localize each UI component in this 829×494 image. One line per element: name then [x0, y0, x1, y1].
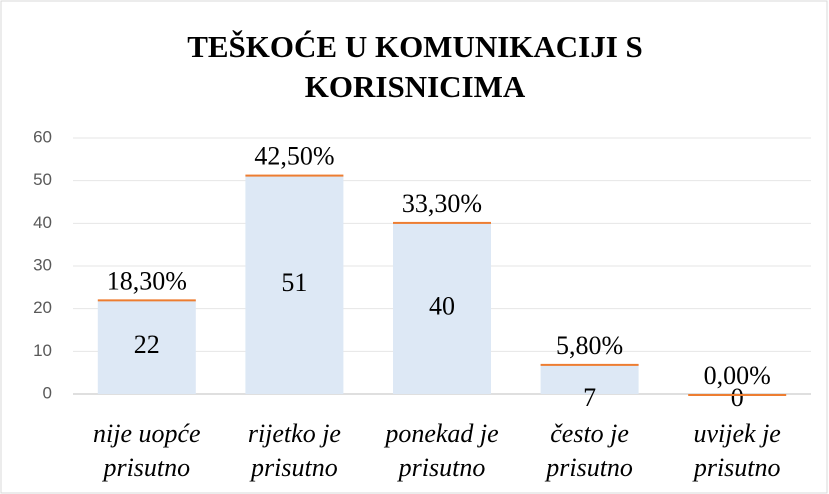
y-tick-label: 10 [33, 341, 52, 360]
x-tick-label: uvijek je [694, 419, 781, 448]
bar [540, 364, 639, 394]
bar [245, 176, 344, 394]
bar [688, 394, 787, 396]
x-tick-label: rijetko je [248, 419, 341, 448]
data-label: 22 [134, 330, 160, 359]
chart-title: TEŠKOĆE U KOMUNIKACIJI S [187, 29, 643, 64]
x-tick-label: prisutno [101, 453, 190, 482]
x-tick-label: često je [550, 419, 629, 448]
bar [393, 221, 491, 224]
chart-title: KORISNICIMA [305, 69, 526, 104]
bar [393, 223, 491, 394]
bar [97, 300, 196, 394]
data-label: 7 [583, 383, 596, 412]
bar [245, 174, 344, 177]
x-tick-label: prisutno [692, 453, 781, 482]
bar [97, 299, 196, 302]
y-tick-label: 20 [33, 298, 52, 317]
data-label: 0,00% [704, 361, 771, 390]
x-tick-label: prisutno [544, 453, 633, 482]
bar [540, 363, 639, 366]
y-tick-label: 30 [33, 255, 52, 274]
y-tick-label: 0 [43, 383, 52, 402]
data-label: 18,30% [107, 266, 187, 295]
y-tick-label: 40 [33, 213, 52, 232]
data-label: 33,30% [402, 189, 482, 218]
data-label: 40 [429, 292, 455, 321]
data-label: 51 [281, 268, 307, 297]
data-label: 42,50% [254, 142, 334, 171]
x-tick-label: nije uopće [93, 419, 201, 448]
y-tick-label: 50 [33, 170, 52, 189]
x-tick-label: prisutno [397, 453, 486, 482]
x-tick-label: prisutno [249, 453, 338, 482]
data-label: 0 [731, 383, 744, 412]
y-tick-label: 60 [33, 127, 52, 146]
x-tick-label: ponekad je [383, 419, 498, 448]
data-label: 5,80% [556, 331, 623, 360]
